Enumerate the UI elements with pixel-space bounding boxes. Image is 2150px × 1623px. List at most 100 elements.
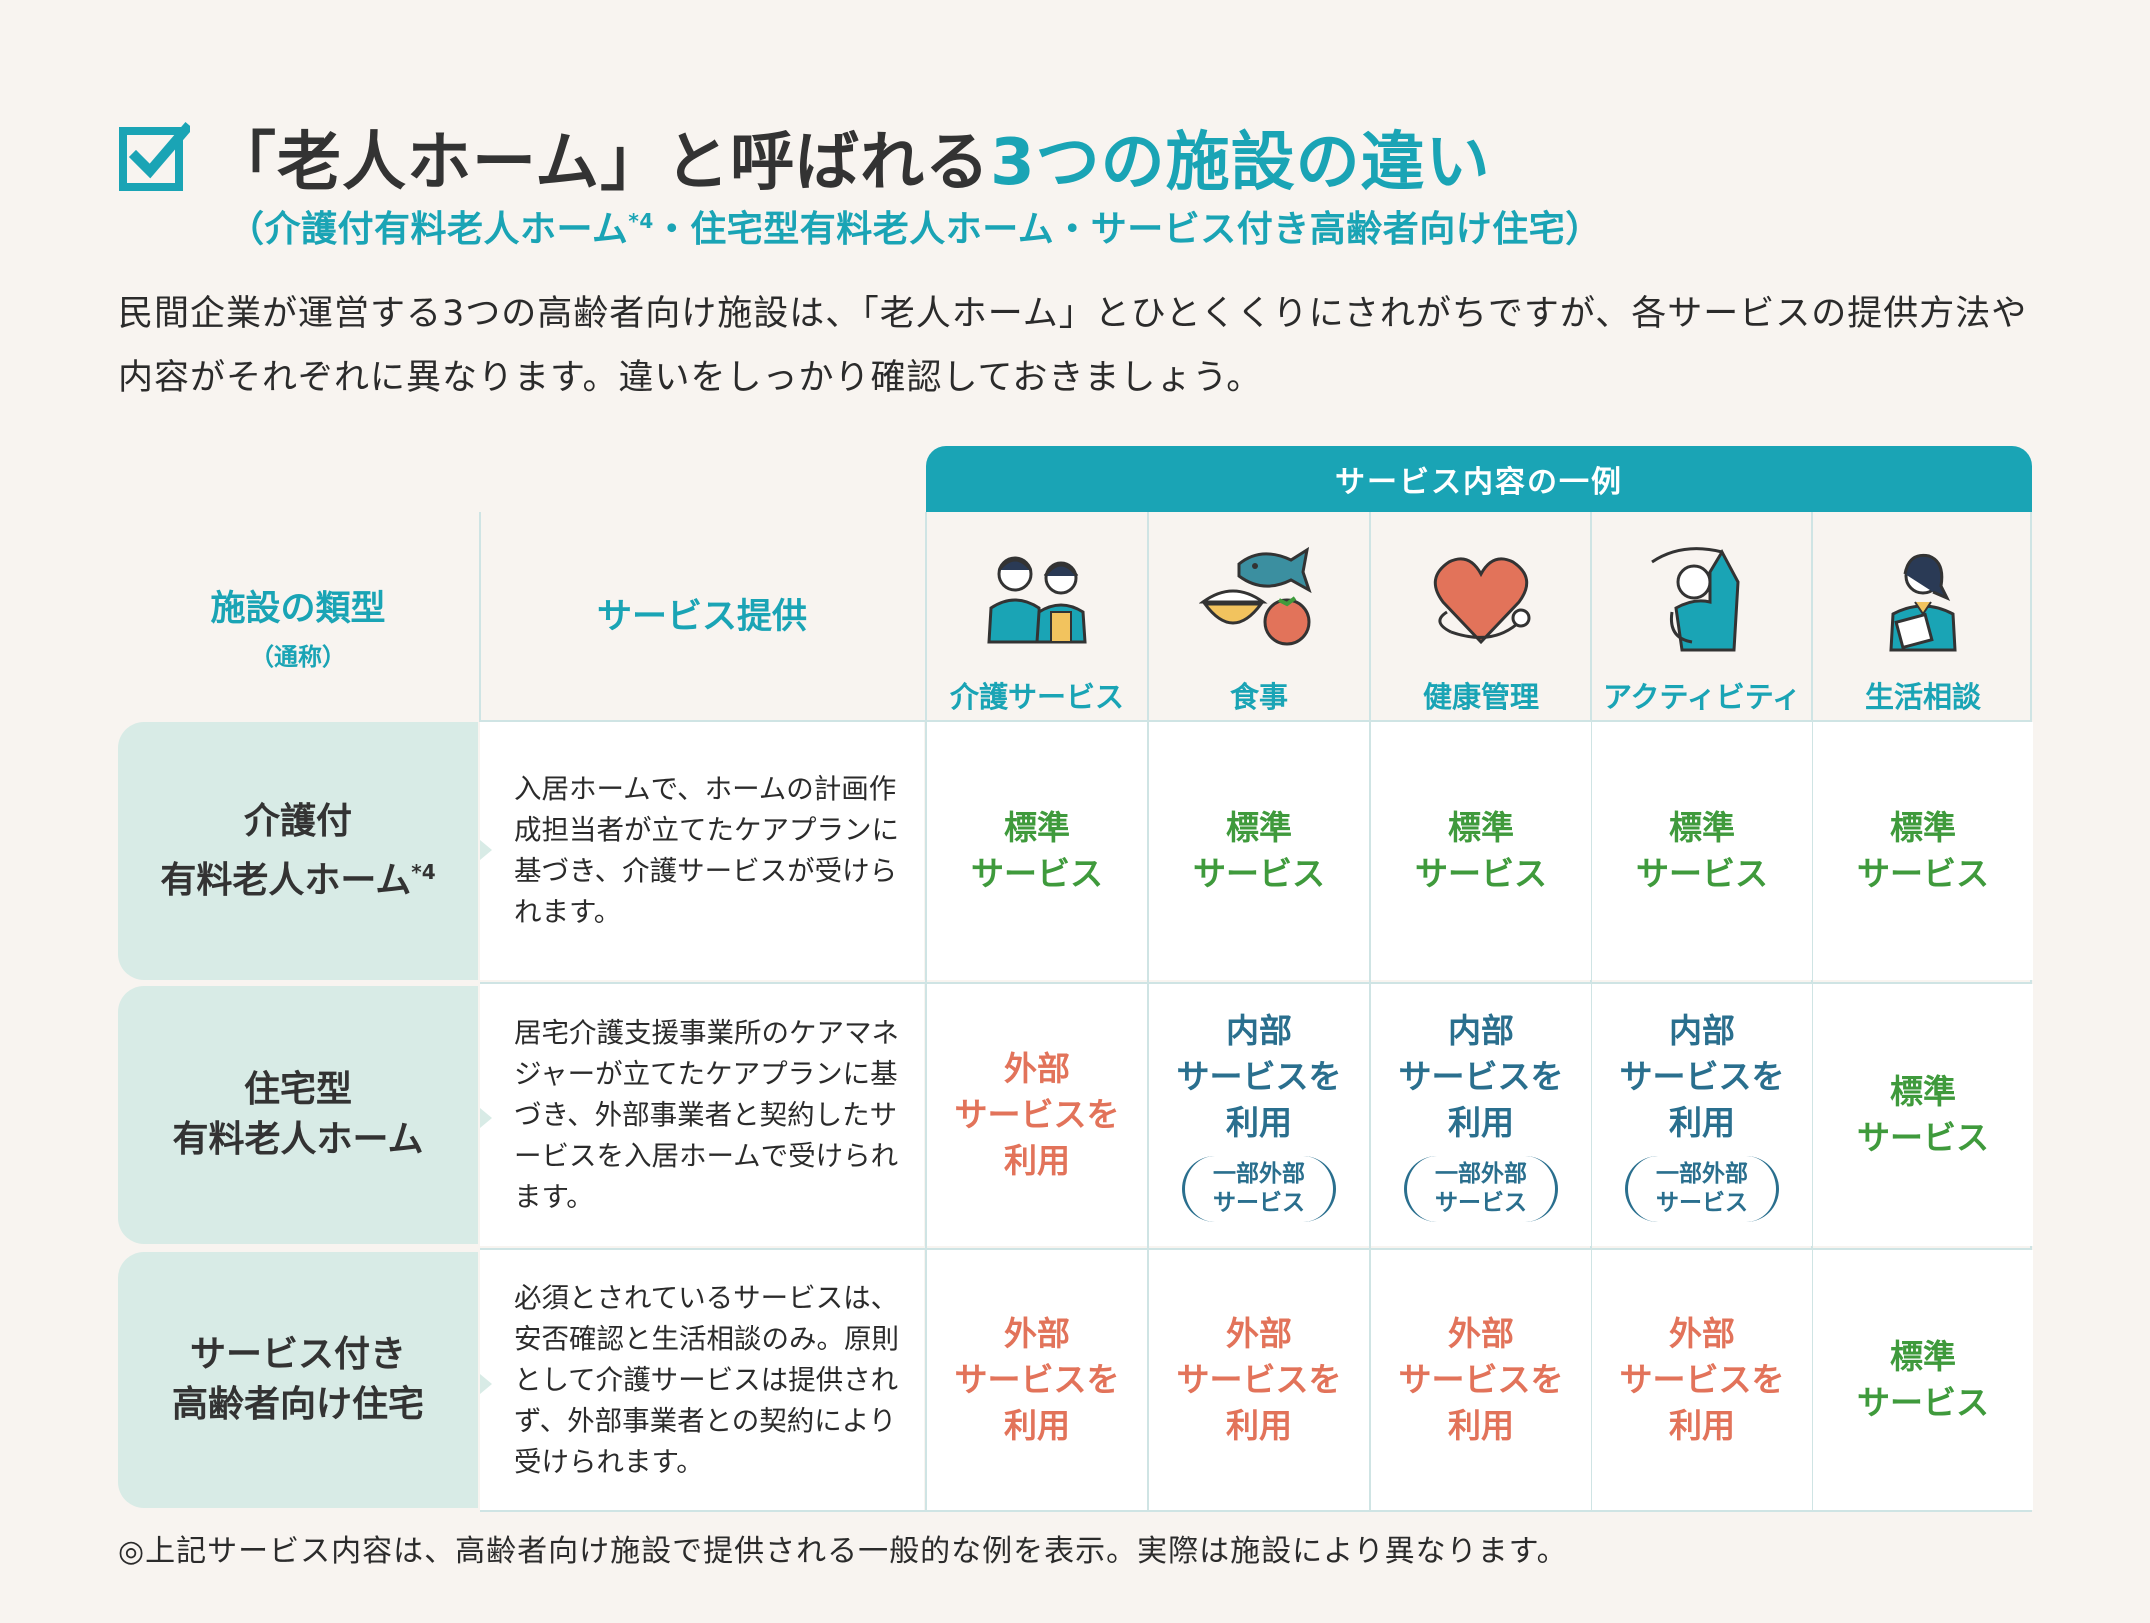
partial-external-note: 一部外部 サービス <box>1182 1156 1336 1222</box>
cell-line: 標準 <box>1890 1072 1956 1111</box>
cell-line: 外部 <box>1004 1314 1070 1353</box>
checkbox-icon <box>119 121 190 191</box>
cell-r3-consult: 標準 サービス <box>1813 1250 2033 1510</box>
cell-r2-care: 外部 サービスを 利用 <box>927 984 1147 1246</box>
note-line: 一部外部 <box>1435 1161 1527 1187</box>
facility-type-note: （通称） <box>250 643 346 671</box>
page-title: 「老人ホーム」と呼ばれる3つの施設の違い <box>212 111 1491 203</box>
facility-type-line1: 住宅型 <box>243 1069 352 1110</box>
service-label-care: 介護サービス <box>949 680 1124 714</box>
facility-type-line1: サービス付き <box>189 1334 406 1375</box>
exercise-icon <box>1651 547 1740 652</box>
note-line: サービス <box>1213 1190 1305 1216</box>
cell-r3-meal: 外部 サービスを 利用 <box>1149 1250 1369 1510</box>
caregivers-icon <box>987 556 1087 644</box>
cell-line: サービス <box>1857 1383 1989 1422</box>
title-row: 「老人ホーム」と呼ばれる3つの施設の違い <box>118 112 1491 202</box>
facility-type-residential: 住宅型 有料老人ホーム <box>118 986 478 1244</box>
provision-desc-text: 居宅介護支援事業所のケアマネジャーが立てたケアプランに基づき、外部事業者と契約し… <box>514 1016 899 1213</box>
service-provision-header: サービス提供 <box>596 597 807 637</box>
service-label-health: 健康管理 <box>1422 680 1539 714</box>
cell-line: サービスを <box>1398 1360 1564 1399</box>
facility-type-line2: 有料老人ホーム <box>172 1119 424 1160</box>
cell-line: 標準 <box>1004 808 1070 847</box>
cell-line: サービスを <box>1398 1057 1564 1096</box>
cell-line: 標準 <box>1890 808 1956 847</box>
cell-line: 利用 <box>1004 1141 1070 1180</box>
cell-line: 外部 <box>1004 1049 1070 1088</box>
page-title-main: 「老人ホーム」と呼ばれる <box>212 126 991 200</box>
cell-r2-meal: 内部 サービスを 利用 一部外部 サービス <box>1149 984 1369 1246</box>
subtitle-footnote-mark: *4 <box>628 209 654 233</box>
row-arrow <box>480 1108 492 1128</box>
cell-line: サービス <box>1415 854 1547 893</box>
cell-line: 利用 <box>1669 1103 1735 1142</box>
provision-desc-row2: 居宅介護支援事業所のケアマネジャーが立てたケアプランに基づき、外部事業者と契約し… <box>480 984 924 1246</box>
cell-line: サービスを <box>954 1360 1120 1399</box>
cell-line: 標準 <box>1448 808 1514 847</box>
cell-line: 標準 <box>1890 1337 1956 1376</box>
meal-icon <box>1199 546 1312 646</box>
intro-paragraph: 民間企業が運営する3つの高齢者向け施設は、「老人ホーム」とひとくくりにされがちで… <box>118 294 2028 398</box>
cell-r1-meal: 標準 サービス <box>1149 722 1369 980</box>
cell-r1-care: 標準 サービス <box>927 722 1147 980</box>
service-label-consult: 生活相談 <box>1864 680 1981 714</box>
subtitle-part-a: （介護付有料老人ホーム <box>228 209 629 250</box>
cell-line: サービス <box>1193 854 1325 893</box>
cell-r1-health: 標準 サービス <box>1371 722 1591 980</box>
row-arrow <box>480 1374 492 1394</box>
service-header-meal: 食事 <box>1149 512 1369 720</box>
provision-desc-text: 必須とされているサービスは、安否確認と生活相談のみ。原則として介護サービスは提供… <box>514 1281 899 1478</box>
facility-type-label: 施設の類型 <box>210 589 386 629</box>
cell-line: 外部 <box>1448 1314 1514 1353</box>
cell-line: 外部 <box>1669 1314 1735 1353</box>
cell-r1-activity: 標準 サービス <box>1592 722 1812 980</box>
cell-r3-care: 外部 サービスを 利用 <box>927 1250 1147 1510</box>
cell-line: サービスを <box>1176 1360 1342 1399</box>
note-line: 一部外部 <box>1213 1161 1305 1187</box>
cell-line: サービス <box>1636 854 1768 893</box>
service-label-meal: 食事 <box>1229 680 1288 714</box>
note-line: 一部外部 <box>1656 1161 1748 1187</box>
provision-desc-text: 入居ホームで、ホームの計画作成担当者が立てたケアプランに基づき、介護サービスが受… <box>514 773 899 928</box>
facility-type-line2: 高齢者向け住宅 <box>171 1384 424 1425</box>
consultant-icon <box>1889 553 1957 652</box>
cell-line: サービス <box>1857 854 1989 893</box>
facility-type-service-housing: サービス付き 高齢者向け住宅 <box>118 1252 478 1508</box>
cell-line: 内部 <box>1226 1011 1292 1050</box>
cell-line: 利用 <box>1448 1103 1514 1142</box>
cell-line: 内部 <box>1669 1011 1735 1050</box>
cell-line: 内部 <box>1448 1011 1514 1050</box>
cell-r2-health: 内部サービスを利用 一部外部サービス <box>1371 984 1591 1246</box>
service-examples-band: サービス内容の一例 <box>926 446 2032 512</box>
cell-r2-consult: 標準 サービス <box>1813 984 2033 1246</box>
partial-external-note: 一部外部 サービス <box>1404 1156 1558 1222</box>
provision-desc-row1: 入居ホームで、ホームの計画作成担当者が立てたケアプランに基づき、介護サービスが受… <box>480 722 924 980</box>
partial-external-note: 一部外部 サービス <box>1625 1156 1779 1222</box>
cell-line: サービス <box>971 854 1103 893</box>
cell-line: 標準 <box>1226 808 1292 847</box>
row-arrow <box>480 840 492 860</box>
note-line: サービス <box>1656 1190 1748 1216</box>
cell-line: 標準 <box>1669 808 1735 847</box>
cell-line: 利用 <box>1004 1406 1070 1445</box>
cell-line: 利用 <box>1226 1103 1292 1142</box>
note-line: サービス <box>1435 1190 1527 1216</box>
facility-type-header: 施設の類型 （通称） <box>118 580 478 672</box>
cell-line: サービス <box>1857 1118 1989 1157</box>
service-header-activity: アクティビティ <box>1592 512 1812 720</box>
service-header-care: 介護サービス <box>927 512 1147 720</box>
heart-stethoscope-icon <box>1433 557 1531 645</box>
cell-line: サービスを <box>954 1095 1120 1134</box>
subtitle-part-b: ・住宅型有料老人ホーム・サービス付き高齢者向け住宅） <box>653 209 1602 250</box>
cell-line: 利用 <box>1226 1406 1292 1445</box>
facility-type-line1: 介護付 <box>243 800 352 842</box>
cell-r3-health: 外部 サービスを 利用 <box>1371 1250 1591 1510</box>
cell-r2-activity: 内部サービスを利用 一部外部サービス <box>1592 984 1812 1246</box>
cell-line: サービスを <box>1619 1057 1785 1096</box>
cell-line: 外部 <box>1226 1314 1292 1353</box>
provision-desc-row3: 必須とされているサービスは、安否確認と生活相談のみ。原則として介護サービスは提供… <box>480 1250 924 1510</box>
cell-line: 利用 <box>1448 1406 1514 1445</box>
cell-r1-consult: 標準 サービス <box>1813 722 2033 980</box>
facility-type-line2: 有料老人ホーム <box>160 859 412 901</box>
